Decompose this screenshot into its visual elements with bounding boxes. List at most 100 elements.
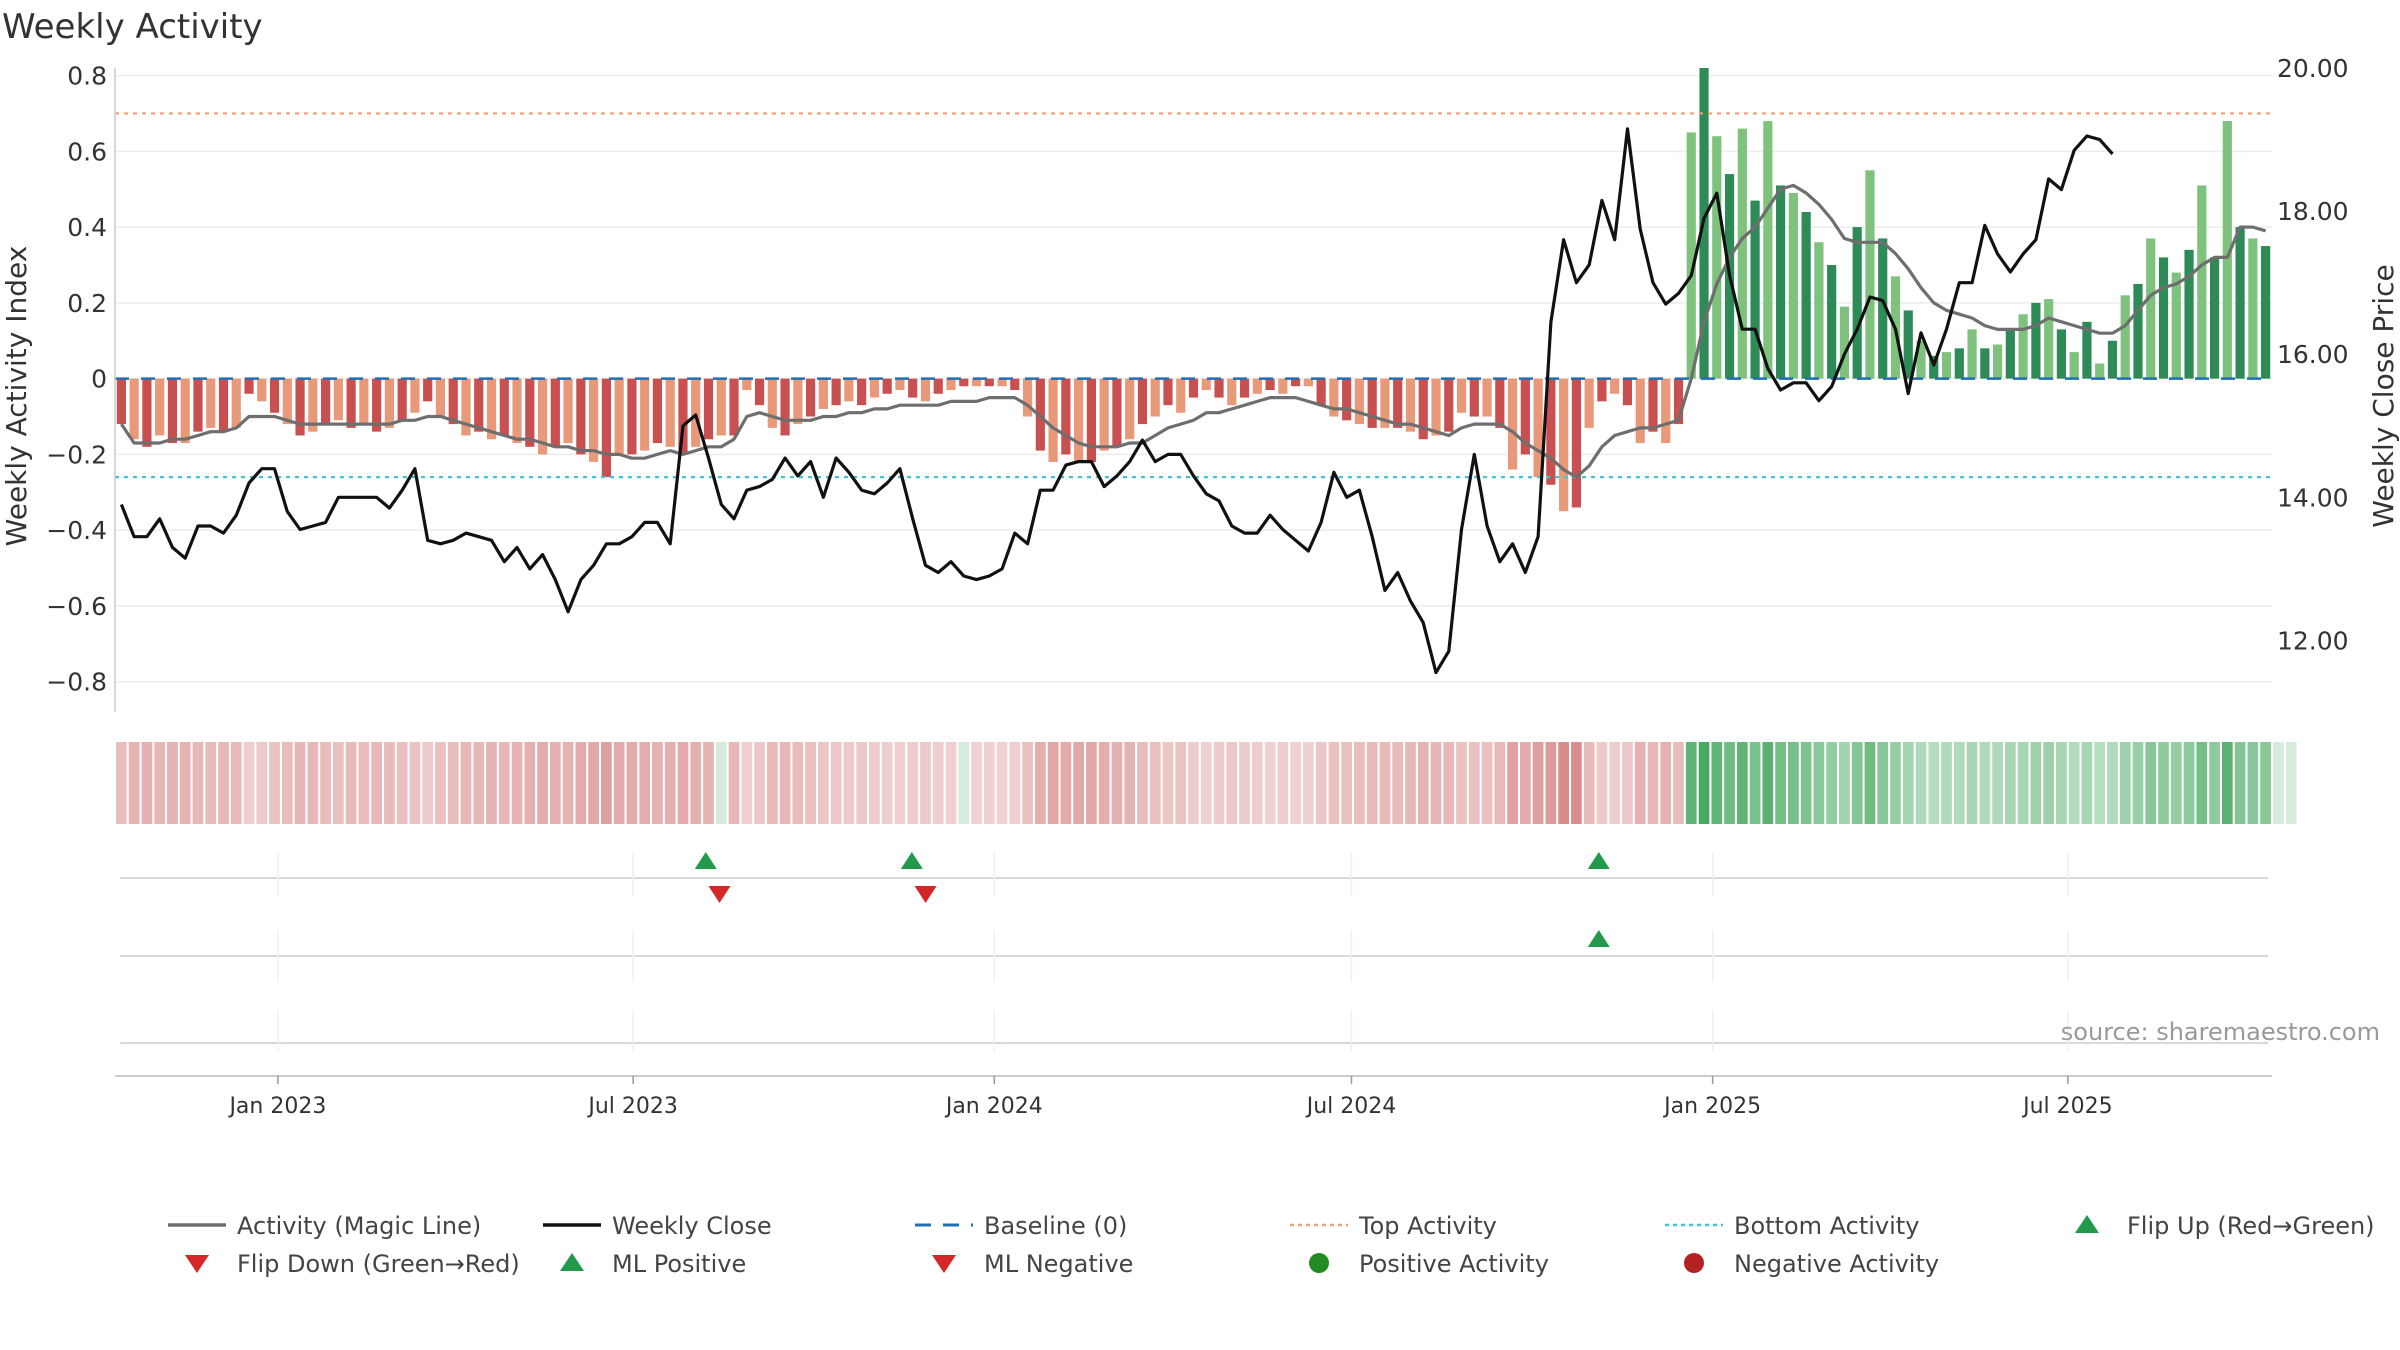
- strip-cell-126: [1724, 742, 1735, 824]
- strip-cell-131: [1788, 742, 1799, 824]
- activity-bar-167: [2248, 238, 2258, 379]
- activity-bar-36: [576, 378, 586, 455]
- strip-cell-128: [1749, 742, 1761, 824]
- strip-cell-30: [498, 742, 510, 824]
- strip-cell-106: [1468, 742, 1480, 824]
- activity-bar-155: [2095, 363, 2105, 379]
- strip-cell-162: [2183, 742, 2195, 824]
- activity-bar-55: [818, 378, 828, 409]
- activity-bar-70: [1010, 378, 1020, 390]
- activity-bar-92: [1291, 378, 1301, 387]
- strip-cell-86: [1213, 742, 1225, 824]
- activity-bar-73: [1048, 378, 1058, 462]
- strip-cell-71: [1022, 742, 1033, 824]
- flip-up-marker-1: [900, 852, 923, 869]
- strip-cell-140: [1902, 742, 1914, 824]
- activity-bar-140: [1903, 310, 1913, 379]
- legend-item-9-swatch: [1309, 1253, 1329, 1273]
- legend-item-10-label: Negative Activity: [1734, 1250, 1939, 1278]
- activity-bar-47: [716, 378, 726, 436]
- strip-cell-26: [447, 742, 459, 824]
- weekly-close-line: [119, 127, 2114, 675]
- activity-bar-99: [1380, 378, 1390, 428]
- strip-cell-120: [1647, 742, 1659, 824]
- activity-bar-112: [1546, 378, 1556, 485]
- strip-cell-23: [409, 742, 421, 824]
- strip-cell-142: [1928, 742, 1940, 824]
- strip-cell-156: [2107, 742, 2118, 824]
- strip-cell-150: [2030, 742, 2042, 824]
- activity-bar-164: [2209, 257, 2220, 379]
- strip-cell-153: [2068, 742, 2080, 824]
- magic-line-series: [120, 183, 2267, 479]
- legend-item-0-label: Activity (Magic Line): [237, 1212, 481, 1240]
- flip-down-marker-1: [914, 886, 937, 903]
- activity-bar-57: [844, 378, 854, 402]
- strip-cell-94: [1315, 742, 1327, 824]
- activity-bar-91: [1278, 378, 1288, 394]
- strip-cell-83: [1175, 742, 1187, 824]
- strip-cell-61: [894, 742, 906, 824]
- activity-bar-52: [780, 378, 790, 436]
- activity-bar-77: [1099, 378, 1109, 451]
- activity-bar-87: [1227, 378, 1237, 406]
- strip-cell-53: [792, 742, 804, 824]
- activity-bar-131: [1788, 193, 1798, 379]
- strip-cell-5: [179, 742, 191, 824]
- strip-cell-33: [537, 742, 548, 824]
- strip-cell-87: [1226, 742, 1238, 824]
- strip-cell-116: [1596, 742, 1608, 824]
- strip-cell-92: [1290, 742, 1301, 824]
- source-note: source: sharemaestro.com: [2061, 1018, 2380, 1046]
- strip-cell-93: [1303, 742, 1314, 824]
- legend-item-6-swatch: [185, 1255, 209, 1273]
- strip-cell-17: [332, 742, 344, 824]
- activity-bar-26: [448, 378, 458, 425]
- activity-bar-122: [1673, 378, 1684, 425]
- activity-bar-83: [1176, 378, 1186, 413]
- strip-cell-52: [779, 742, 791, 824]
- legend-item-8-swatch: [932, 1255, 956, 1273]
- strip-cell-117: [1609, 742, 1621, 824]
- strip-cell-43: [664, 742, 676, 824]
- strip-cell-145: [1966, 742, 1978, 824]
- strip-cell-6: [192, 742, 204, 824]
- left-tick-label-3: 0.2: [67, 289, 107, 318]
- strip-cell-102: [1417, 742, 1429, 824]
- activity-bar-108: [1495, 378, 1505, 428]
- right-tick-label-0: 20.00: [2277, 54, 2349, 83]
- strip-cell-107: [1481, 742, 1493, 824]
- activity-bar-10: [244, 378, 254, 394]
- activity-bar-88: [1239, 378, 1250, 398]
- strip-cell-77: [1098, 742, 1110, 824]
- strip-cell-60: [881, 742, 893, 824]
- strip-cell-166: [2234, 742, 2246, 824]
- activity-bar-159: [2146, 238, 2156, 379]
- strip-cell-82: [1162, 742, 1174, 824]
- left-tick-label-4: 0: [91, 365, 107, 394]
- activity-bar-13: [282, 378, 292, 425]
- activity-bar-76: [1086, 378, 1096, 462]
- activity-bar-0: [116, 378, 126, 425]
- activity-bar-78: [1112, 378, 1122, 447]
- activity-bar-62: [908, 378, 918, 398]
- strip-cell-96: [1341, 742, 1353, 824]
- left-tick-label-6: −0.4: [46, 516, 107, 545]
- strip-cell-68: [983, 742, 995, 824]
- strip-cell-160: [2158, 742, 2169, 824]
- activity-bar-71: [1022, 378, 1033, 417]
- strip-cell-72: [1034, 742, 1046, 824]
- activity-bar-121: [1661, 378, 1671, 444]
- strip-cell-48: [728, 742, 740, 824]
- strip-cell-28: [473, 742, 485, 824]
- activity-bar-113: [1559, 378, 1569, 512]
- strip-cell-144: [1953, 742, 1965, 824]
- activity-bar-65: [946, 378, 956, 390]
- activity-bar-2: [142, 378, 152, 447]
- activity-bar-9: [231, 378, 241, 428]
- strip-cell-164: [2209, 742, 2220, 824]
- strip-cell-45: [690, 742, 702, 824]
- activity-bar-43: [665, 378, 675, 447]
- strip-cell-73: [1047, 742, 1059, 824]
- activity-bar-3: [155, 378, 165, 436]
